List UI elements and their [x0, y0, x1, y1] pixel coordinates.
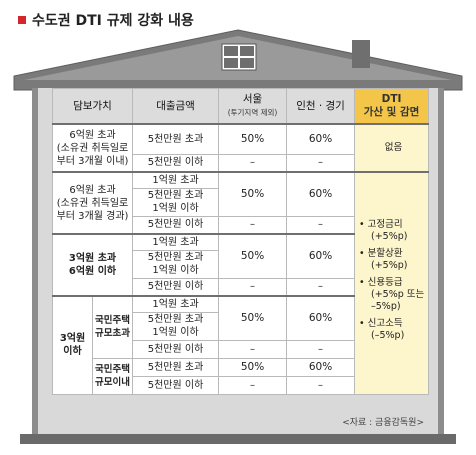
seoul-value: – [218, 277, 288, 297]
dti-item-label: • 고정금리 [359, 219, 403, 231]
group2-line3: 부터 3개월 경과) [56, 210, 129, 222]
header-dti-line1: DTI [381, 93, 402, 105]
dti-item-label: • 신고소득 [359, 318, 403, 330]
page-title: 수도권 DTI 규제 강화 내용 [18, 10, 194, 30]
table-container: 담보가치 대출금액 서울 (투기지역 제외) 인천 · 경기 DTI 가산 및 … [51, 88, 430, 395]
loan-cell: 1억원 초과 [132, 295, 220, 313]
seoul-value: 50% [218, 357, 288, 377]
group4b-line1: 국민주택 [95, 364, 130, 375]
group2-line1: 6억원 초과 [69, 184, 116, 196]
group4b-line2: 규모이내 [95, 377, 130, 388]
incheon-value: – [286, 277, 356, 297]
header-loan: 대출금액 [132, 88, 220, 125]
seoul-value: – [218, 339, 288, 359]
dti-conditions: • 고정금리 (+5%p) • 분할상환 (+5%p) • 신용등급 (+5%p… [354, 171, 430, 395]
incheon-value: – [286, 375, 356, 395]
group4a-line1: 국민주택 [95, 315, 130, 327]
header-seoul-label: 서울 [242, 93, 263, 105]
loan-cell: 1억원 초과 [132, 233, 220, 251]
title-text: 수도권 DTI 규제 강화 내용 [32, 13, 194, 29]
group3-line1: 3억원 초과 [68, 253, 117, 264]
seoul-value: – [218, 375, 288, 395]
incheon-value: – [286, 339, 356, 359]
dti-item-label: • 분할상환 [359, 248, 403, 260]
group1-line3: 부터 3개월 이내) [56, 155, 129, 167]
seoul-value: 50% [218, 171, 288, 217]
loan-cell: 5천만원 초과 [132, 123, 220, 155]
group1-line2: (소유권 취득일로 [56, 142, 129, 154]
loan-cell: 5천만원 초과 [132, 357, 220, 377]
dti-item: • 고정금리 (+5%p) [359, 219, 428, 243]
incheon-value: 60% [286, 123, 356, 155]
header-seoul-sub: (투기지역 제외) [227, 108, 278, 117]
loan-cell: 5천만원 이하 [132, 277, 220, 297]
incheon-value: – [286, 215, 356, 235]
header-dti: DTI 가산 및 감면 [354, 88, 430, 125]
dti-table: 담보가치 대출금액 서울 (투기지역 제외) 인천 · 경기 DTI 가산 및 … [51, 88, 430, 395]
dti-none: 없음 [354, 123, 430, 173]
loan-cell: 5천만원 이하 [132, 375, 220, 395]
seoul-value: 50% [218, 123, 288, 155]
source-note: <자료 : 금융감독원> [342, 418, 424, 428]
seoul-value: 50% [218, 233, 288, 279]
group1-label: 6억원 초과 (소유권 취득일로 부터 3개월 이내) [51, 123, 134, 173]
group2-label: 6억원 초과 (소유권 취득일로 부터 3개월 경과) [51, 171, 134, 235]
dti-item-sub: (+5%p) [371, 260, 408, 272]
dti-item-sub: (–5%p) [371, 330, 405, 342]
incheon-value: 60% [286, 233, 356, 279]
group4a-line2: 규모초과 [95, 328, 130, 340]
seoul-value: 50% [218, 295, 288, 341]
loan-cell: 5천만원 초과 1억원 이하 [132, 187, 220, 217]
group4a-label: 국민주택 규모초과 [91, 295, 134, 359]
dti-item: • 신고소득 (–5%p) [359, 318, 428, 342]
dti-item: • 신용등급 (+5%p 또는 –5%p) [359, 277, 428, 313]
group2-line2: (소유권 취득일로 [56, 197, 129, 209]
red-square-icon [18, 16, 26, 24]
header-seoul: 서울 (투기지역 제외) [218, 88, 288, 125]
attic-window-icon [221, 43, 257, 71]
group4-label: 3억원 이하 [52, 295, 93, 395]
group1-line1: 6억원 초과 [69, 129, 116, 141]
dti-item-sub: (+5%p) [371, 231, 408, 243]
incheon-value: 60% [286, 171, 356, 217]
seoul-value: – [218, 153, 288, 173]
house-base [20, 434, 456, 444]
chimney-shape [352, 40, 370, 68]
group3-label: 3억원 초과 6억원 이하 [51, 233, 134, 297]
group4-line2: 이하 [63, 346, 82, 358]
dti-item-label: • 신용등급 [359, 277, 403, 289]
loan-cell: 5천만원 초과 1억원 이하 [132, 311, 220, 341]
header-collateral: 담보가치 [51, 88, 134, 125]
incheon-value: 60% [286, 357, 356, 377]
loan-cell: 5천만원 이하 [132, 215, 220, 235]
loan-cell: 5천만원 이하 [132, 339, 220, 359]
group3-line2: 6억원 이하 [68, 266, 117, 277]
group4b-label: 국민주택 규모이내 [91, 357, 134, 395]
header-incheon: 인천 · 경기 [286, 88, 356, 125]
incheon-value: 60% [286, 295, 356, 341]
group4-line1: 3억원 [59, 333, 86, 345]
header-dti-line2: 가산 및 감면 [363, 106, 420, 118]
loan-cell: 1억원 초과 [132, 171, 220, 189]
loan-cell: 5천만원 초과 1억원 이하 [132, 249, 220, 279]
dti-item: • 분할상환 (+5%p) [359, 248, 428, 272]
dti-item-sub: (+5%p 또는 [371, 289, 425, 301]
dti-item-sub: –5%p) [371, 301, 401, 313]
loan-cell: 5천만원 이하 [132, 153, 220, 173]
seoul-value: – [218, 215, 288, 235]
incheon-value: – [286, 153, 356, 173]
